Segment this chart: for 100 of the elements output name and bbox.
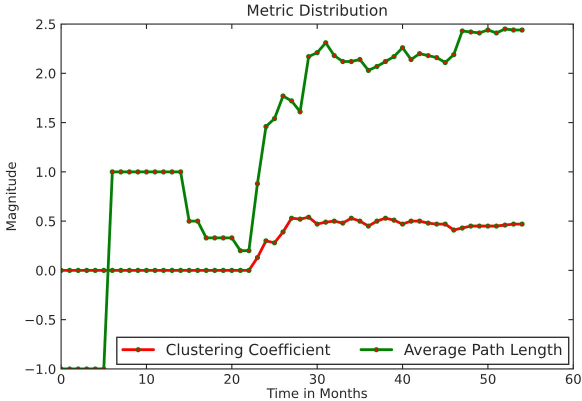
point	[178, 169, 184, 174]
y-tick-label: 0.5	[36, 216, 56, 226]
point	[451, 227, 456, 233]
point	[314, 221, 320, 227]
point	[400, 221, 406, 227]
point	[76, 268, 81, 273]
point	[468, 223, 474, 229]
point	[451, 52, 456, 58]
point	[417, 218, 422, 224]
y-tick-label: 0.0	[36, 266, 56, 276]
point	[298, 216, 303, 222]
point	[144, 169, 150, 174]
point	[160, 268, 166, 273]
point	[476, 223, 482, 229]
point	[502, 26, 508, 32]
x-tick-label: 60	[566, 374, 581, 384]
point	[340, 220, 346, 226]
point	[391, 54, 397, 60]
point	[357, 218, 362, 224]
y-tick-label: 1.0	[36, 167, 56, 178]
point	[238, 268, 243, 273]
point	[502, 222, 508, 228]
point	[110, 169, 115, 174]
point	[306, 214, 312, 220]
point	[417, 51, 422, 56]
chart-title: Metric Distribution	[248, 4, 387, 16]
point	[460, 225, 465, 231]
x-tick-label: 40	[394, 374, 410, 384]
point	[510, 221, 516, 227]
point	[426, 220, 431, 226]
point	[519, 221, 525, 227]
point	[366, 223, 372, 229]
point	[178, 268, 184, 273]
x-tick-label: 10	[140, 374, 154, 384]
point	[272, 240, 278, 246]
point	[263, 124, 269, 130]
y-axis-title: Magnitude	[6, 162, 19, 230]
point	[510, 27, 516, 33]
point	[135, 268, 141, 273]
point	[246, 248, 252, 254]
point	[195, 268, 200, 273]
point	[340, 58, 346, 64]
point	[263, 238, 269, 244]
point	[169, 169, 175, 174]
y-tick-label: −1.0	[26, 364, 56, 374]
point	[254, 181, 260, 186]
point	[391, 218, 397, 223]
point	[426, 52, 431, 58]
point	[332, 52, 337, 58]
point	[160, 169, 166, 174]
point	[382, 216, 388, 221]
point	[280, 93, 286, 99]
point	[246, 268, 252, 273]
point	[67, 268, 72, 273]
point	[280, 229, 286, 235]
point	[169, 268, 175, 273]
point	[288, 216, 294, 221]
point	[212, 235, 218, 240]
point	[272, 116, 278, 122]
point	[408, 218, 414, 224]
x-tick-label: 50	[480, 374, 496, 384]
y-tick-label: 2.0	[36, 68, 56, 79]
point	[323, 220, 328, 225]
point	[152, 268, 158, 273]
point	[220, 268, 226, 273]
point	[357, 56, 362, 62]
point	[400, 45, 406, 50]
point	[204, 268, 209, 273]
point	[101, 268, 106, 273]
point	[92, 268, 98, 273]
x-tick-label: 30	[310, 374, 325, 384]
point	[323, 40, 328, 46]
point	[442, 60, 448, 66]
x-tick-label: 20	[224, 374, 240, 384]
point	[348, 58, 354, 64]
point	[118, 268, 124, 273]
point	[229, 235, 234, 240]
point	[84, 268, 90, 273]
point	[306, 54, 312, 60]
point	[348, 216, 354, 221]
point	[110, 268, 115, 273]
point	[126, 268, 132, 273]
point	[485, 223, 491, 229]
point	[126, 169, 132, 174]
point	[366, 68, 372, 73]
point	[485, 27, 491, 33]
y-tick-label: 1.5	[36, 118, 56, 128]
legend-label: Clustering Coefficient	[166, 343, 330, 358]
point	[204, 235, 209, 240]
point	[288, 98, 294, 104]
point	[238, 248, 243, 254]
y-tick-label: −0.5	[26, 314, 56, 325]
point	[408, 56, 414, 62]
point	[460, 28, 465, 34]
point	[374, 64, 380, 70]
point	[220, 235, 226, 240]
point	[494, 223, 500, 229]
x-axis-title: Time in Months	[266, 388, 368, 398]
point	[374, 218, 380, 224]
point	[314, 50, 320, 56]
